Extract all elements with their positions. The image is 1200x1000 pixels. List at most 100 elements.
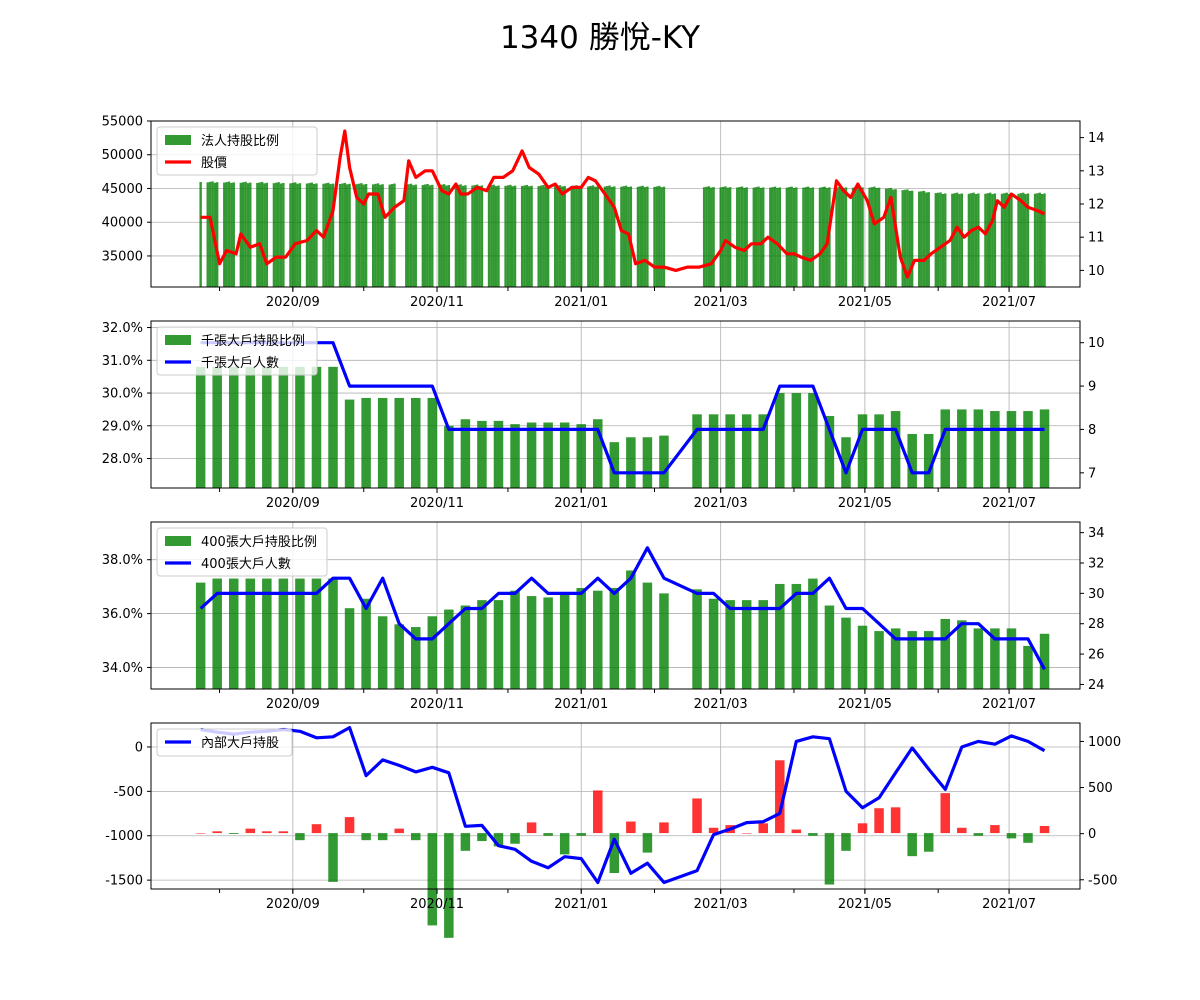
bar bbox=[745, 187, 748, 287]
bar bbox=[559, 833, 570, 855]
bar bbox=[811, 187, 815, 287]
bar bbox=[195, 366, 206, 488]
y-tick-label: 36.0% bbox=[102, 607, 143, 622]
y-tick-label: 13 bbox=[1088, 164, 1105, 179]
bar bbox=[228, 578, 239, 689]
y-tick-label: 30 bbox=[1088, 587, 1105, 602]
bar bbox=[427, 833, 438, 926]
bar bbox=[842, 187, 845, 287]
bar bbox=[887, 188, 890, 287]
bar bbox=[710, 187, 713, 287]
bar bbox=[1023, 833, 1033, 843]
bar bbox=[328, 833, 338, 882]
bar bbox=[857, 414, 868, 488]
bar bbox=[554, 186, 557, 287]
bar bbox=[212, 366, 222, 488]
bar bbox=[890, 411, 901, 488]
bar bbox=[228, 366, 239, 488]
bar bbox=[544, 186, 547, 287]
bar bbox=[543, 597, 553, 689]
bar bbox=[244, 181, 247, 287]
y-tick-label: 8 bbox=[1088, 423, 1096, 438]
x-tick-label: 2021/03 bbox=[694, 697, 748, 712]
bar bbox=[454, 185, 458, 287]
bar bbox=[758, 823, 768, 834]
bar bbox=[444, 425, 454, 488]
bar bbox=[868, 187, 871, 287]
bar bbox=[721, 186, 725, 287]
bar bbox=[295, 833, 305, 841]
bar bbox=[525, 184, 529, 287]
bar bbox=[343, 182, 347, 287]
bar bbox=[626, 570, 636, 689]
bar bbox=[459, 184, 462, 287]
bars bbox=[199, 181, 1046, 287]
bar bbox=[328, 366, 338, 488]
bar bbox=[958, 194, 961, 287]
bar bbox=[626, 821, 636, 834]
bar bbox=[596, 186, 599, 287]
bar bbox=[854, 187, 857, 287]
x-tick-label: 2021/05 bbox=[838, 295, 892, 310]
bar bbox=[790, 186, 793, 287]
bar bbox=[308, 183, 311, 287]
bar bbox=[245, 578, 256, 689]
x-tick-label: 2021/05 bbox=[838, 697, 892, 712]
bar bbox=[791, 393, 802, 488]
bar bbox=[593, 419, 603, 488]
bar bbox=[591, 185, 595, 287]
bar bbox=[504, 185, 507, 287]
bar bbox=[923, 833, 934, 852]
y-tick-label: 0 bbox=[1088, 827, 1096, 842]
bar bbox=[776, 187, 779, 287]
y-tick-label: 9 bbox=[1088, 380, 1096, 395]
bar bbox=[570, 186, 573, 287]
y-tick-label: 30.0% bbox=[102, 387, 143, 402]
bar bbox=[282, 183, 285, 287]
bar bbox=[476, 184, 479, 287]
bar bbox=[411, 627, 421, 689]
axes-frame bbox=[150, 521, 1081, 690]
bar bbox=[223, 182, 226, 287]
bar bbox=[1019, 193, 1023, 287]
bar bbox=[262, 366, 272, 488]
x-tick-label: 2020/11 bbox=[410, 295, 464, 310]
x-tick-label: 2020/09 bbox=[266, 295, 320, 310]
y-tick-label: -500 bbox=[1088, 873, 1118, 888]
bar bbox=[249, 182, 252, 287]
bar bbox=[447, 185, 451, 287]
bar bbox=[530, 185, 533, 287]
bar bbox=[444, 609, 454, 689]
bar bbox=[775, 393, 785, 488]
bar bbox=[991, 194, 994, 287]
legend: 內部大戶持股 bbox=[156, 728, 293, 757]
bar bbox=[802, 187, 805, 287]
bar bbox=[934, 193, 938, 287]
bar bbox=[940, 409, 951, 488]
bars bbox=[195, 366, 1050, 488]
bar bbox=[857, 625, 868, 689]
bar bbox=[593, 790, 603, 834]
bar bbox=[775, 760, 785, 834]
bar bbox=[460, 833, 471, 851]
y-axis-right: 24 26 28 30 32 34 bbox=[1080, 526, 1105, 693]
bar bbox=[659, 822, 669, 834]
bar bbox=[990, 825, 1000, 834]
bar bbox=[922, 190, 926, 287]
bar bbox=[1036, 193, 1039, 287]
series-line bbox=[200, 129, 1046, 279]
bar bbox=[890, 807, 901, 834]
panel-2: 2020/09 2020/11 2021/01 2021/03 2021/05 2021/… bbox=[102, 320, 1105, 511]
bar bbox=[708, 827, 719, 834]
bar bbox=[692, 798, 702, 834]
bar bbox=[275, 182, 278, 287]
bar bbox=[939, 192, 942, 287]
bar bbox=[856, 186, 859, 287]
bar bbox=[526, 596, 537, 689]
y-tick-label: 28 bbox=[1088, 617, 1105, 632]
bar bbox=[572, 185, 576, 287]
bar bbox=[457, 184, 460, 287]
bar bbox=[792, 187, 796, 287]
bar bbox=[341, 183, 344, 287]
bar bbox=[988, 192, 992, 287]
